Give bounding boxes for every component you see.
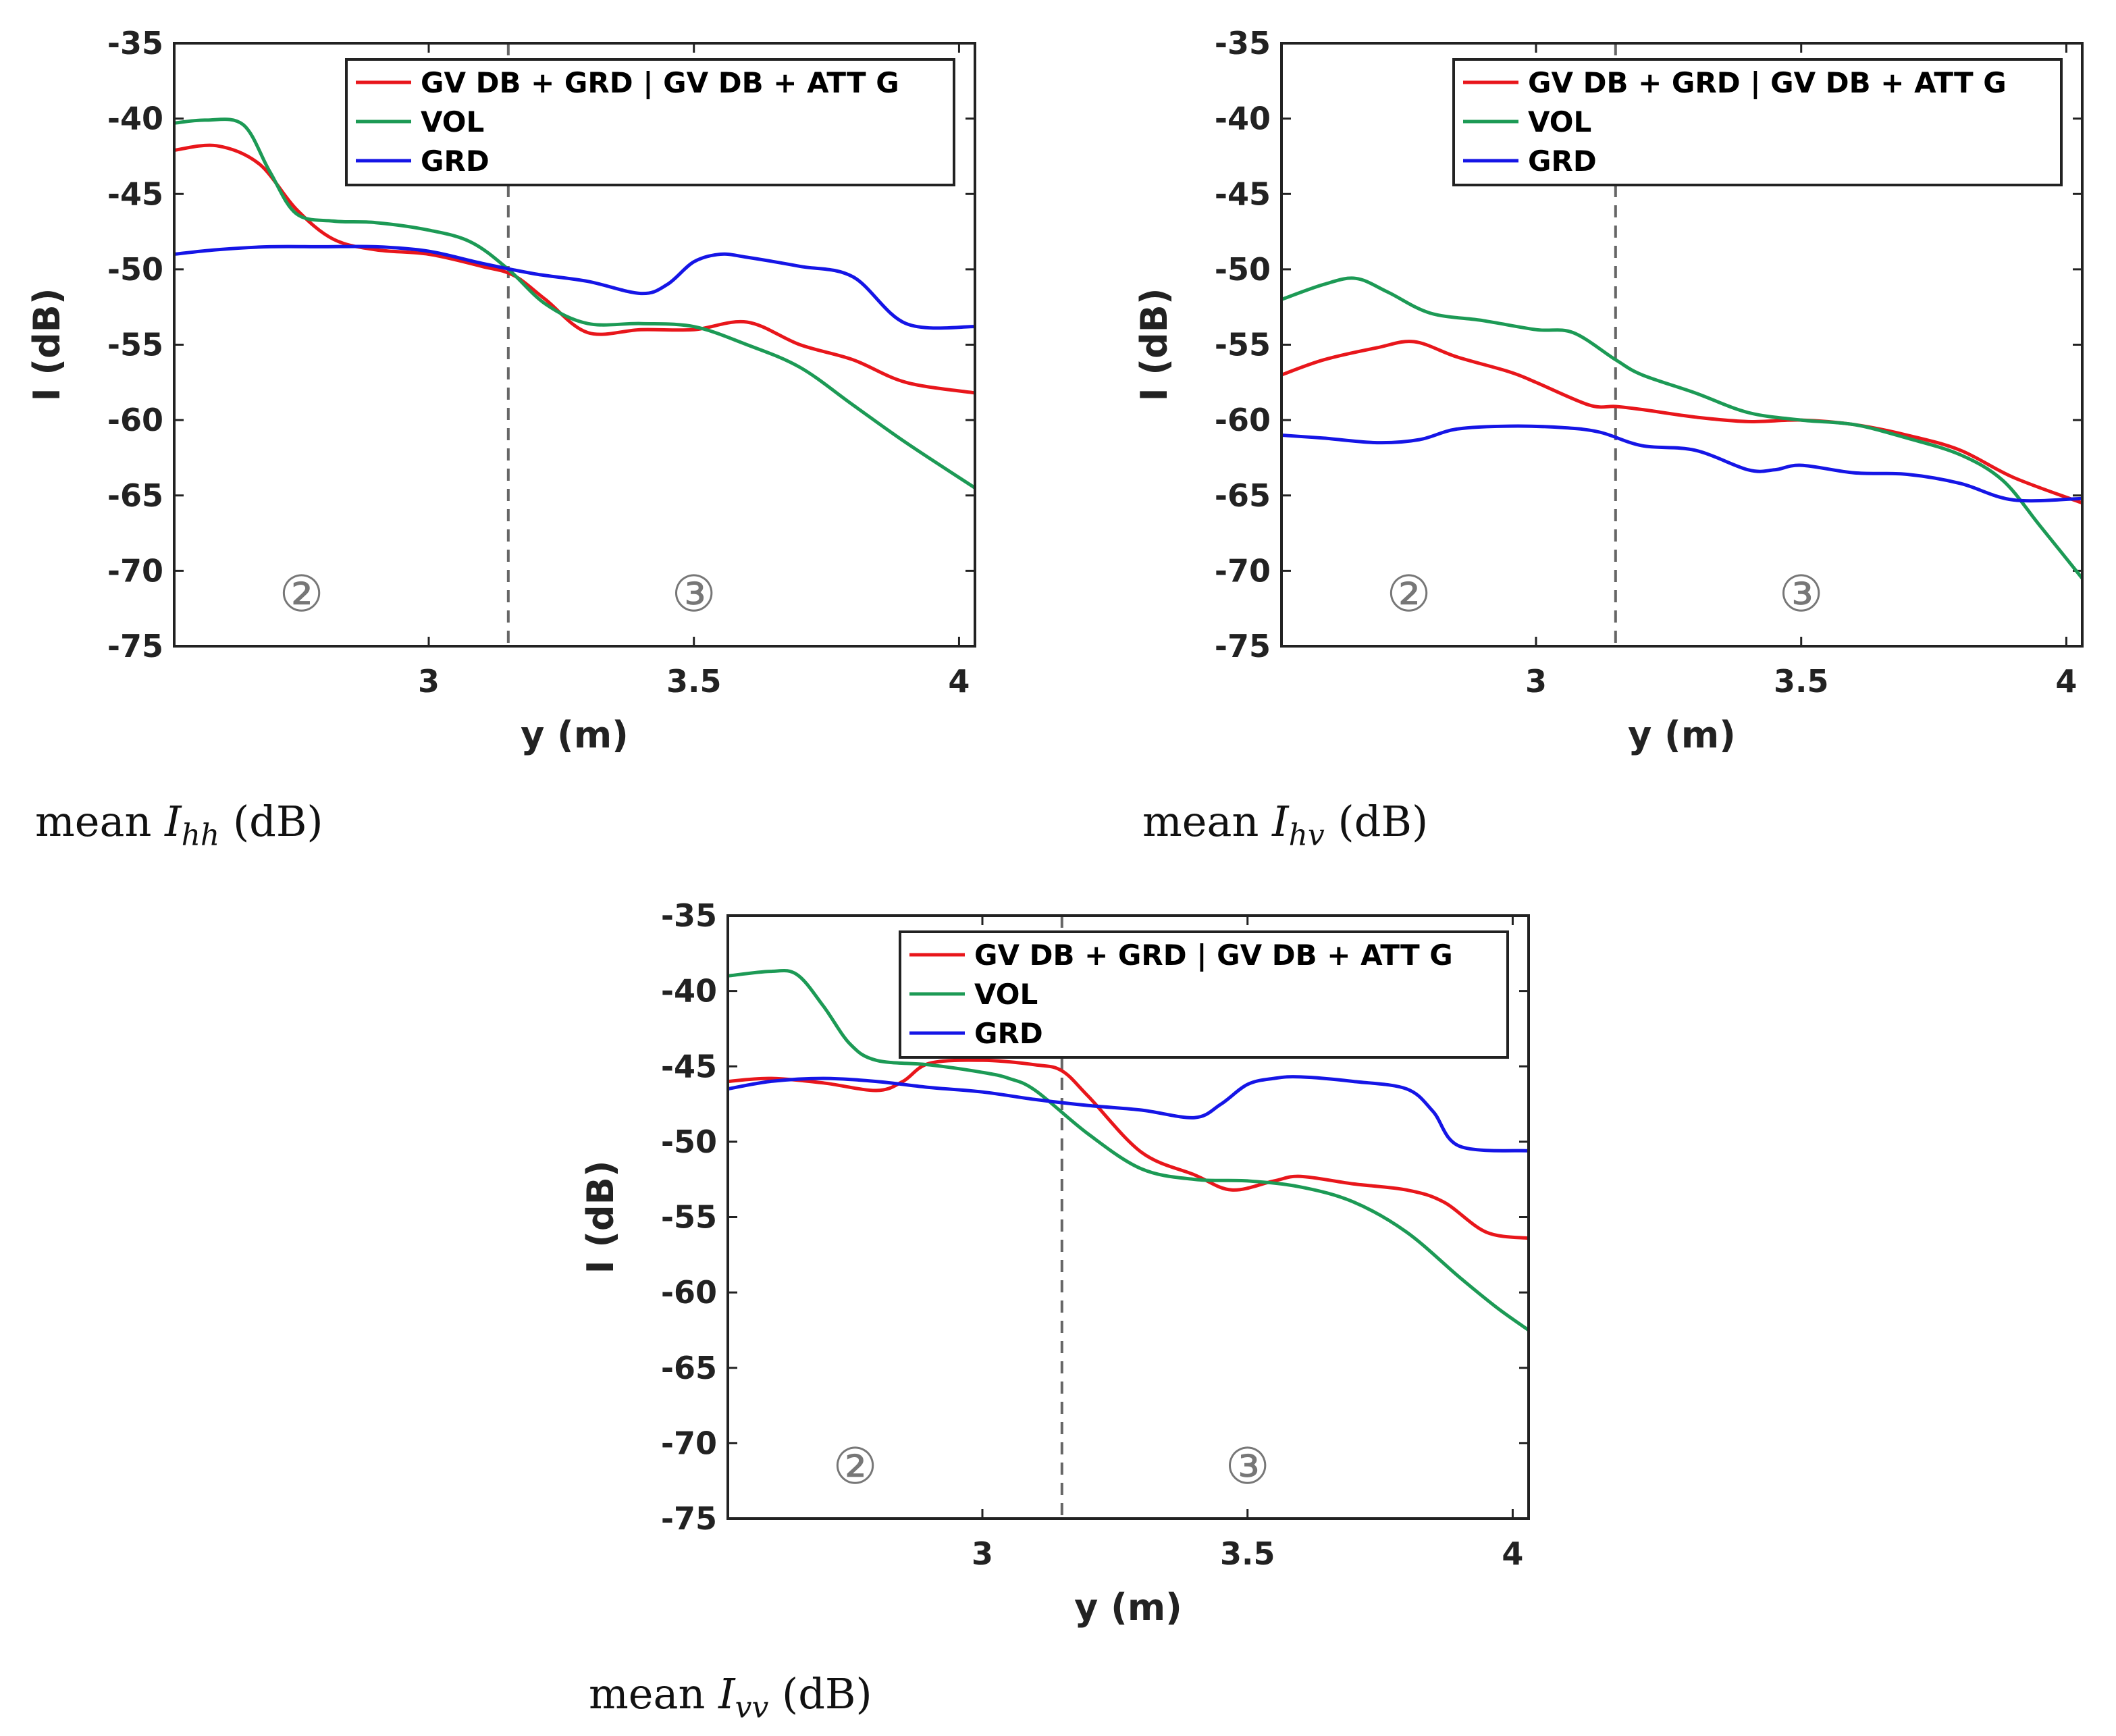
y-tick-label: -75: [1215, 628, 1271, 664]
y-tick-label: -50: [661, 1124, 717, 1160]
y-tick-label: -45: [107, 176, 163, 212]
legend-label: VOL: [421, 105, 484, 138]
chart-hh: -35 -40 -45 -50 -55 -60 -65 -70 -75 3 3.5 4 ② ③ GV DB …: [0, 0, 986, 763]
y-tick-label: -50: [1215, 251, 1271, 288]
y-tick-label: -40: [661, 973, 717, 1009]
legend-label: GRD: [421, 144, 490, 178]
region-label: ③: [672, 565, 716, 623]
plot-frame: [726, 914, 1530, 1520]
legend-label: VOL: [1528, 105, 1591, 138]
region-label: ②: [1386, 565, 1431, 623]
legend-label: VOL: [974, 978, 1038, 1011]
legend-box: [1452, 58, 2063, 186]
x-tick-label: 3.5: [666, 663, 722, 700]
region-label: ③: [1779, 565, 1824, 623]
region-label: ②: [832, 1438, 877, 1496]
y-tick-label: -55: [107, 327, 163, 363]
plot-frame: [1280, 42, 2084, 648]
y-tick-label: -50: [107, 251, 163, 288]
series-line: [174, 117, 975, 490]
y-tick-label: -35: [107, 25, 163, 61]
y-axis-label: I (dB): [579, 1160, 622, 1273]
y-tick-label: -65: [661, 1350, 717, 1386]
legend-box: [345, 58, 955, 186]
x-axis-label: y (m): [521, 714, 629, 756]
series-line: [728, 1075, 1529, 1153]
y-tick-label: -70: [661, 1425, 717, 1461]
series-group: [728, 968, 1529, 1332]
caption-hh: mean Ihh (dB): [35, 797, 323, 853]
y-tick-label: -40: [107, 101, 163, 137]
x-tick-label: 3.5: [1774, 663, 1829, 700]
y-tick-label: -70: [1215, 552, 1271, 589]
y-tick-label: -70: [107, 552, 163, 589]
chart-vv: -35 -40 -45 -50 -55 -60 -65 -70 -75 3 3.5 4 ② ③ GV DB …: [554, 872, 1539, 1635]
y-tick-label: -35: [1215, 25, 1271, 61]
legend-label: GV DB + GRD | GV DB + ATT G: [1528, 66, 2007, 99]
caption-vv: mean Ivv (dB): [589, 1669, 872, 1725]
y-tick-label: -60: [1215, 402, 1271, 438]
legend-label: GV DB + GRD | GV DB + ATT G: [974, 939, 1453, 972]
chart-hv: -35 -40 -45 -50 -55 -60 -65 -70 -75 3 3.5 4 ② ③ GV DB …: [1107, 0, 2107, 763]
series-line: [1281, 276, 2082, 580]
x-tick-label: 4: [948, 663, 970, 700]
caption-hv: mean Ihv (dB): [1142, 797, 1429, 853]
y-tick-label: -75: [661, 1500, 717, 1537]
x-tick-label: 4: [2055, 663, 2077, 700]
y-tick-label: -45: [1215, 176, 1271, 212]
y-tick-label: -65: [107, 477, 163, 514]
series-line: [728, 968, 1529, 1332]
y-axis-label: I (dB): [26, 288, 68, 401]
x-tick-label: 3.5: [1220, 1535, 1275, 1572]
y-tick-label: -75: [107, 628, 163, 664]
legend-box: [899, 930, 1509, 1059]
legend-label: GRD: [1528, 144, 1597, 178]
x-tick-label: 3: [418, 663, 440, 700]
y-tick-label: -60: [107, 402, 163, 438]
series-group: [174, 117, 975, 490]
legend-label: GRD: [974, 1017, 1043, 1050]
series-line: [174, 244, 975, 330]
region-label: ②: [279, 565, 323, 623]
x-axis-label: y (m): [1628, 714, 1736, 756]
y-tick-label: -45: [661, 1048, 717, 1084]
region-label: ③: [1225, 1438, 1270, 1496]
x-tick-label: 4: [1502, 1535, 1523, 1572]
series-line: [1281, 340, 2082, 505]
y-tick-label: -65: [1215, 477, 1271, 514]
plot-frame: [173, 42, 976, 648]
y-tick-label: -60: [661, 1274, 717, 1311]
legend-label: GV DB + GRD | GV DB + ATT G: [421, 66, 899, 99]
series-line: [1281, 424, 2082, 503]
y-tick-label: -35: [661, 897, 717, 934]
y-tick-label: -40: [1215, 101, 1271, 137]
y-tick-label: -55: [661, 1199, 717, 1236]
x-tick-label: 3: [1525, 663, 1547, 700]
x-axis-label: y (m): [1074, 1586, 1182, 1629]
series-group: [1281, 276, 2082, 580]
series-line: [728, 1058, 1529, 1240]
y-tick-label: -55: [1215, 327, 1271, 363]
y-axis-label: I (dB): [1133, 288, 1175, 401]
series-line: [174, 143, 975, 395]
x-tick-label: 3: [972, 1535, 993, 1572]
